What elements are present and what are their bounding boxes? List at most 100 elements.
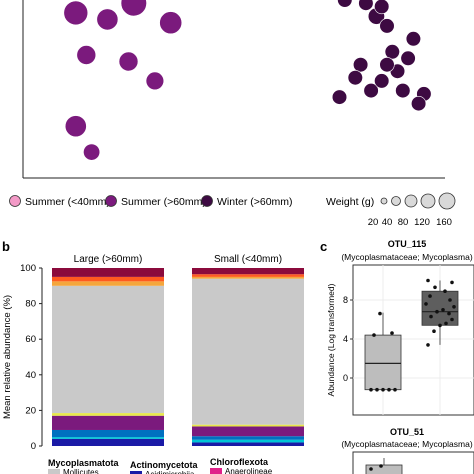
bar-segment-small-4: [192, 424, 304, 427]
scatter-point-winter-3: [379, 18, 395, 34]
weight-label-20: 20: [368, 217, 379, 228]
panel-c: c OTU_115 (Mycoplasmataceae; Mycoplasma)…: [320, 239, 474, 474]
box1-title: OTU_115: [388, 239, 427, 249]
tick-label-0: 0: [31, 441, 36, 452]
scatter-point-winter-4: [374, 0, 390, 15]
bar-segment-large-1: [52, 437, 164, 439]
bar-segment-large-0: [52, 438, 164, 446]
legend-class-mollicutes: Mollicutes: [63, 468, 99, 474]
bar-segment-large-6: [52, 281, 164, 286]
scatter-point-summer-7: [64, 115, 87, 138]
scatter-point-summer-3: [159, 11, 183, 35]
box1-subtitle: (Mycoplasmataceae; Mycoplasma): [341, 252, 472, 262]
scatter-point-summer-6: [145, 71, 165, 91]
weight-size-120: [420, 193, 436, 209]
box-1-point-15: [450, 280, 454, 285]
box-0-point-4: [393, 387, 397, 392]
bar-segment-large-2: [52, 429, 164, 438]
scatter-point-summer-2: [120, 0, 147, 17]
scatter-point-winter-5: [384, 44, 400, 60]
bar-segment-large-3: [52, 415, 164, 430]
legend-label-winter-large: Winter (>60mm): [217, 196, 293, 208]
box-0-point-0: [369, 387, 373, 392]
box2-point-1: [379, 464, 383, 468]
weight-label-160: 160: [436, 217, 452, 228]
bar-segment-large-5: [52, 285, 164, 414]
box-0-point-7: [378, 311, 382, 316]
box2-title: OTU_51: [390, 427, 424, 437]
scatter-point-summer-8: [83, 143, 101, 161]
bar-segment-large-4: [52, 413, 164, 416]
tick-label-60: 60: [25, 334, 36, 345]
bar-segment-small-7: [192, 274, 304, 277]
box-1-point-7: [435, 309, 439, 314]
panel-b: b Mean relative abundance (%) 0 20 40 60…: [2, 239, 304, 474]
box-1-point-6: [447, 311, 451, 316]
scatter-point-winter-6: [400, 50, 416, 66]
weight-size-80: [404, 194, 418, 208]
box-1-point-10: [424, 302, 428, 306]
box-plot: [364, 278, 459, 392]
box-0-point-2: [381, 387, 385, 392]
legend-class-acidimicrobiia: Acidimicrobiia: [145, 470, 195, 474]
scatter-points: [63, 0, 432, 161]
bar-segment-small-1: [192, 439, 304, 443]
box-1-point-5: [429, 314, 433, 319]
weight-label-80: 80: [398, 217, 409, 228]
bar-segment-small-6: [192, 276, 304, 279]
box-0-point-1: [375, 387, 379, 392]
box-1-point-14: [433, 285, 437, 290]
weight-label-40: 40: [382, 217, 393, 228]
weight-label-120: 120: [414, 217, 430, 228]
legend-swatch-anaerolineae: [210, 468, 222, 474]
scatter-point-summer-1: [96, 8, 119, 31]
legend-phylum-actinomycetota: Actinomycetota: [130, 460, 199, 470]
scatter-point-winter-8: [353, 57, 369, 73]
box-0-body: [364, 334, 402, 391]
bar-segment-small-0: [192, 442, 304, 446]
box2-subtitle: (Mycoplasmataceae; Mycoplasma): [341, 439, 472, 449]
legend-dot-summer-large: [105, 195, 117, 207]
bar-segment-small-2: [192, 436, 304, 440]
box-1-point-12: [428, 294, 432, 298]
panel-b-y-axis: 0 20 40 60 80 100: [20, 263, 43, 452]
box2-point-2: [369, 467, 373, 471]
weight-size-40: [391, 196, 401, 206]
stacked-bars: [52, 268, 304, 446]
legend-label-summer-large: Summer (>60mm): [121, 196, 206, 208]
panel-b-letter: b: [2, 239, 10, 254]
panel-c-letter: c: [320, 239, 327, 254]
tick-label-40: 40: [25, 370, 36, 381]
panel-c-ylabel: Abundance (Log transformed): [326, 283, 336, 396]
legend-swatch-acidimicrobiia: [130, 471, 142, 474]
box-1-point-16: [426, 278, 430, 283]
weight-size-160: [438, 192, 456, 210]
panel-b-ylabel: Mean relative abundance (%): [2, 295, 13, 419]
scatter-point-summer-4: [76, 45, 97, 65]
legend-label-summer-small: Summer (<40mm): [25, 196, 110, 208]
box1-tick-label-4: 4: [343, 334, 348, 344]
category-label-small: Small (<40mm): [214, 254, 282, 265]
legend-dot-winter-large: [201, 195, 213, 207]
box-0-point-6: [390, 331, 394, 335]
box-1-point-8: [441, 308, 445, 312]
box-1-point-3: [444, 321, 448, 326]
panel-a-legend: Summer (<40mm) Summer (>60mm) Winter (>6…: [9, 192, 456, 228]
scatter-point-winter-13: [395, 82, 411, 99]
panel-b-legend: Mycoplasmatota Mollicutes Actinomycetota…: [48, 457, 273, 474]
category-label-large: Large (>60mm): [74, 254, 143, 265]
tick-label-20: 20: [25, 405, 36, 416]
scatter-point-winter-11: [374, 73, 390, 89]
legend-class-anaerolineae: Anaerolineae: [225, 467, 273, 474]
bar-segment-large-8: [52, 268, 164, 277]
box-0-point-5: [372, 333, 376, 337]
box-1-point-9: [452, 305, 456, 309]
scatter-point-summer-5: [118, 51, 139, 72]
scatter-point-winter-1: [358, 0, 374, 11]
bar-segment-small-3: [192, 426, 304, 437]
box-0-point-3: [387, 387, 391, 392]
scatter-point-winter-17: [379, 57, 395, 73]
box-1-point-2: [438, 323, 442, 328]
panel-a: Summer (<40mm) Summer (>60mm) Winter (>6…: [9, 0, 456, 228]
